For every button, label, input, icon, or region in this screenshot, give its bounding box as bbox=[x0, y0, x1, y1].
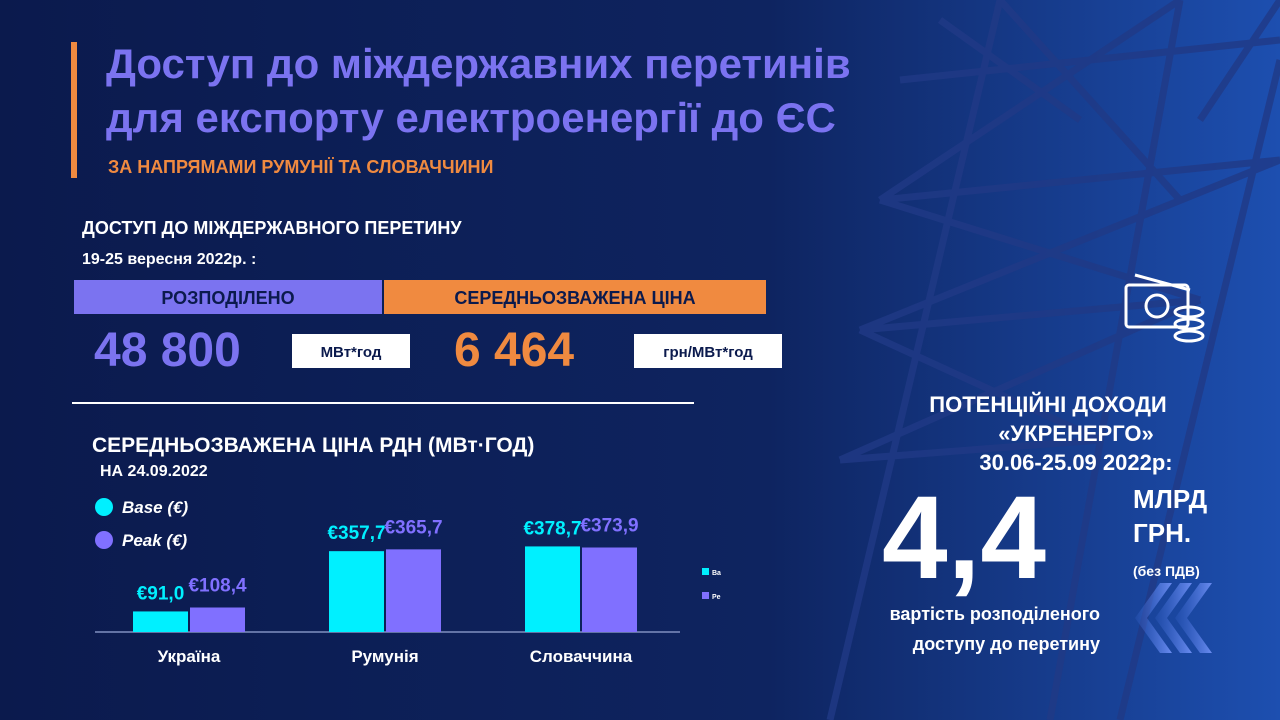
title: Доступ до міждержавних перетинів bbox=[106, 40, 851, 87]
x-tick-label: Румунія bbox=[351, 647, 418, 666]
income-caption: доступу до перетину bbox=[913, 634, 1100, 654]
x-tick-label: Україна bbox=[158, 647, 221, 666]
bar bbox=[525, 546, 580, 632]
legend-label: Base (€) bbox=[122, 498, 188, 517]
arrows-decoration bbox=[1135, 583, 1212, 653]
allocated-label: РОЗПОДІЛЕНО bbox=[161, 288, 294, 308]
income-line: «УКРЕНЕРГО» bbox=[998, 421, 1153, 446]
bar bbox=[190, 607, 245, 632]
allocated-unit: МВт*год bbox=[321, 344, 382, 361]
value-label: €373,9 bbox=[580, 515, 638, 536]
income-value: 4,4 bbox=[882, 472, 1046, 604]
legend-marker bbox=[95, 531, 113, 549]
chart-title: СЕРЕДНЬОЗВАЖЕНА ЦІНА РДН (МВт·ГОД) bbox=[92, 434, 534, 457]
income-line: ПОТЕНЦІЙНІ ДОХОДИ bbox=[929, 392, 1166, 417]
accent-bar bbox=[71, 42, 77, 178]
income-note: (без ПДВ) bbox=[1133, 563, 1200, 579]
access-heading: ДОСТУП ДО МІЖДЕРЖАВНОГО ПЕРЕТИНУ bbox=[82, 218, 462, 238]
chart-subtitle: НА 24.09.2022 bbox=[100, 463, 208, 480]
legend-stub-marker bbox=[702, 568, 709, 575]
legend-marker bbox=[95, 498, 113, 516]
unit-box bbox=[292, 334, 410, 368]
income-unit: ГРН. bbox=[1133, 518, 1191, 548]
value-label: €108,4 bbox=[188, 576, 247, 597]
subtitle: ЗА НАПРЯМАМИ РУМУНІЇ ТА СЛОВАЧЧИНИ bbox=[108, 157, 493, 177]
money-icon bbox=[1124, 273, 1205, 343]
price-value: 6 464 bbox=[454, 324, 574, 377]
tower-decoration bbox=[826, 0, 1280, 720]
value-label: €357,7 bbox=[327, 523, 385, 544]
price-header bbox=[384, 280, 766, 314]
title: для експорту електроенергії до ЄС bbox=[106, 94, 836, 141]
allocated-header bbox=[74, 280, 382, 314]
price-unit: грн/МВт*год bbox=[663, 344, 753, 361]
legend-stub-marker bbox=[702, 592, 709, 599]
legend-stub-label: Ba bbox=[712, 570, 721, 577]
bar bbox=[386, 549, 441, 632]
price-label: СЕРЕДНЬОЗВАЖЕНА ЦІНА bbox=[454, 288, 695, 308]
access-period: 19-25 вересня 2022р. : bbox=[82, 251, 256, 268]
bar bbox=[582, 547, 637, 632]
unit-box bbox=[634, 334, 782, 368]
bar bbox=[133, 611, 188, 632]
value-label: €365,7 bbox=[384, 517, 442, 538]
income-unit: МЛРД bbox=[1133, 484, 1208, 514]
value-label: €378,7 bbox=[523, 518, 581, 539]
income-line: 30.06-25.09 2022р: bbox=[979, 450, 1172, 475]
x-tick-label: Словаччина bbox=[530, 647, 633, 666]
legend-label: Peak (€) bbox=[122, 531, 188, 550]
income-caption: вартість розподіленого bbox=[890, 604, 1100, 624]
legend-stub-label: Pe bbox=[712, 594, 721, 601]
bar bbox=[329, 551, 384, 632]
allocated-value: 48 800 bbox=[94, 324, 241, 377]
value-label: €91,0 bbox=[137, 583, 185, 604]
